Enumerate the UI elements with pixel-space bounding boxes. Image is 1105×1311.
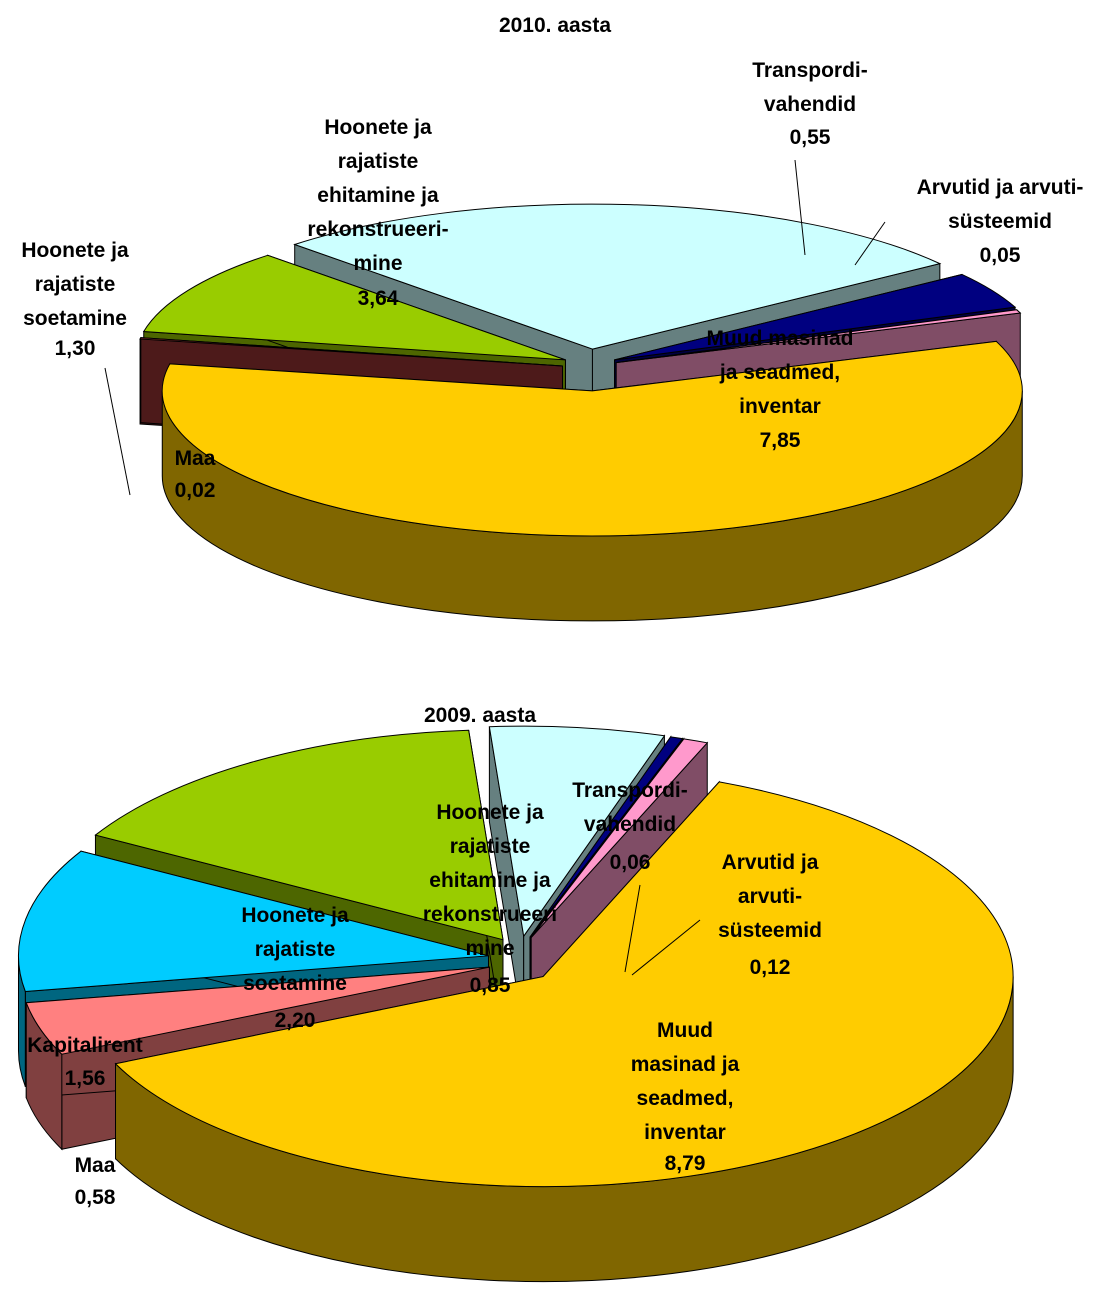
slice [530, 738, 709, 938]
slice [488, 725, 666, 938]
slice [614, 273, 1017, 361]
slice [25, 966, 490, 1055]
value-label: 2,20 [275, 1009, 316, 1032]
slice [18, 850, 489, 993]
slice-label: Arvutid ja arvuti-süsteemid [718, 851, 822, 942]
chart-title: 2010. aasta [499, 14, 611, 37]
leader-line [631, 919, 701, 976]
chart-title: 2009. aasta [424, 704, 536, 727]
slice [142, 254, 566, 361]
value-label: 7,85 [760, 429, 801, 452]
slice-label: Transpordi-vahendid [572, 779, 688, 836]
leader-line [794, 159, 806, 256]
slice-group [161, 340, 1023, 622]
value-label: 8,79 [665, 1152, 706, 1175]
leader-line [624, 884, 641, 973]
value-label: 0,12 [750, 956, 791, 979]
slice-label: Transpordi-vahendid [752, 59, 868, 116]
slice-label: Hoonete ja rajatiste ehitamine ja rekonstru… [307, 116, 448, 275]
value-label: 1,30 [55, 337, 96, 360]
slice [161, 340, 1023, 537]
slice-label: Hoonete ja rajatiste soetamine [21, 239, 129, 330]
slice-label: Hoonete ja rajatiste ehitamine ja rekonstru… [423, 801, 557, 960]
leader-line [104, 367, 131, 496]
slice [293, 203, 942, 350]
slice-label: Hoonete ja rajatiste soetamine [241, 904, 349, 995]
slice-label: Muud masinad ja seadmed, inventar [706, 327, 853, 418]
value-label: 0,02 [175, 479, 216, 502]
slice [616, 309, 1022, 364]
slice-group [114, 780, 1014, 1283]
value-label: 0,85 [470, 974, 511, 997]
slice-label: Arvutid ja arvuti-süsteemid [917, 176, 1084, 233]
value-label: 0,55 [790, 126, 831, 149]
slice-label: Muud masinad ja seadmed, inventar [631, 1019, 740, 1144]
slice [139, 337, 563, 367]
value-label: 3,64 [358, 287, 399, 310]
slice-label: Kapitalirent [27, 1034, 143, 1057]
value-label: 0,58 [75, 1186, 116, 1209]
value-label: 1,56 [65, 1067, 106, 1090]
slice-label: Maa [175, 447, 216, 470]
slice [94, 729, 504, 941]
slice [114, 781, 1014, 1188]
slice-label: Maa [75, 1154, 116, 1177]
value-label: 0,06 [610, 851, 651, 874]
value-label: 0,05 [980, 244, 1021, 267]
leader-line [854, 221, 886, 266]
slice [529, 736, 684, 938]
